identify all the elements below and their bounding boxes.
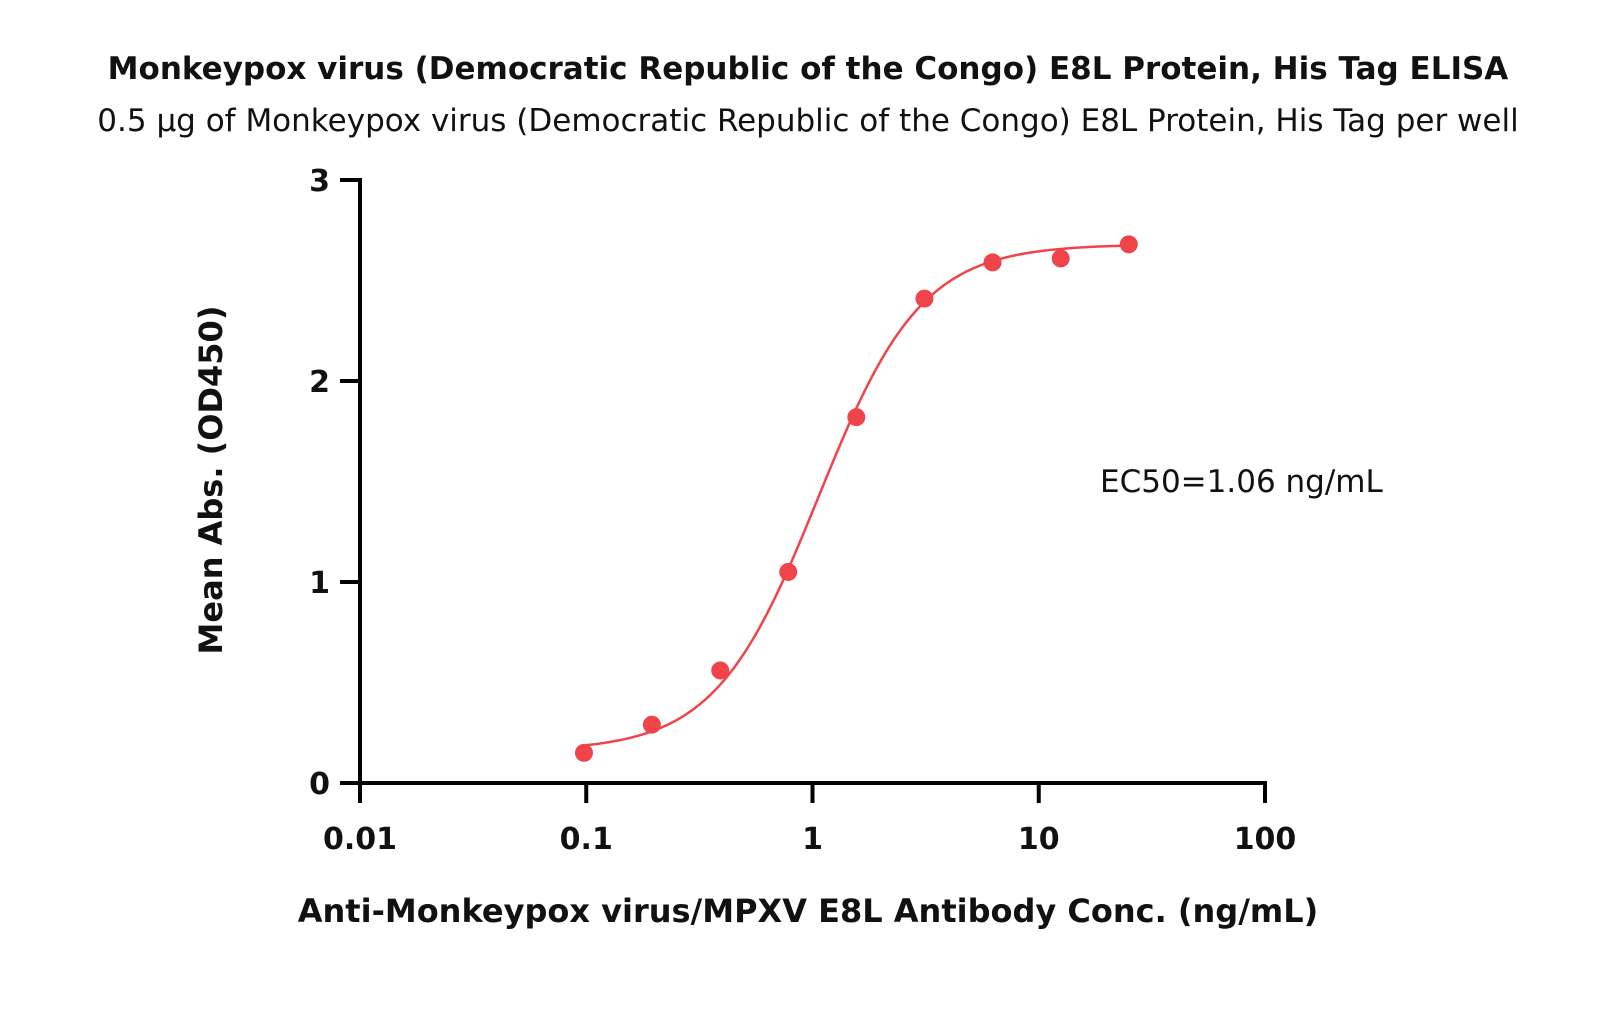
chart-title: Monkeypox virus (Democratic Republic of … (108, 51, 1509, 87)
y-tick-label: 2 (309, 365, 330, 400)
fit-curve (583, 244, 1129, 747)
data-point (574, 743, 593, 762)
x-tick-label: 0.01 (323, 822, 397, 857)
ec50-annotation: EC50=1.06 ng/mL (1100, 464, 1383, 500)
data-point (983, 253, 1002, 272)
data-point (1119, 235, 1138, 254)
x-tick-label: 1 (802, 822, 823, 857)
data-points (574, 235, 1138, 762)
y-tick-label: 3 (309, 164, 330, 199)
y-axis-label: Mean Abs. (OD450) (192, 306, 230, 655)
x-axis-label: Anti-Monkeypox virus/MPXV E8L Antibody C… (298, 892, 1319, 930)
chart-subtitle: 0.5 μg of Monkeypox virus (Democratic Re… (97, 103, 1518, 139)
x-tick-label: 100 (1234, 822, 1297, 857)
x-axis-ticks: 0.01 0.1 1 10 100 (323, 783, 1296, 857)
y-tick-label: 1 (309, 566, 330, 601)
data-point (642, 715, 661, 734)
y-axis-ticks: 0 1 2 3 (309, 164, 360, 802)
x-tick-label: 10 (1018, 822, 1060, 857)
data-point (915, 289, 934, 308)
x-tick-label: 0.1 (560, 822, 613, 857)
data-point (847, 408, 866, 427)
data-point (711, 661, 730, 680)
y-tick-label: 0 (309, 767, 330, 802)
data-point (779, 562, 798, 581)
data-point (1051, 249, 1070, 268)
fit-curve-layer (583, 244, 1129, 747)
